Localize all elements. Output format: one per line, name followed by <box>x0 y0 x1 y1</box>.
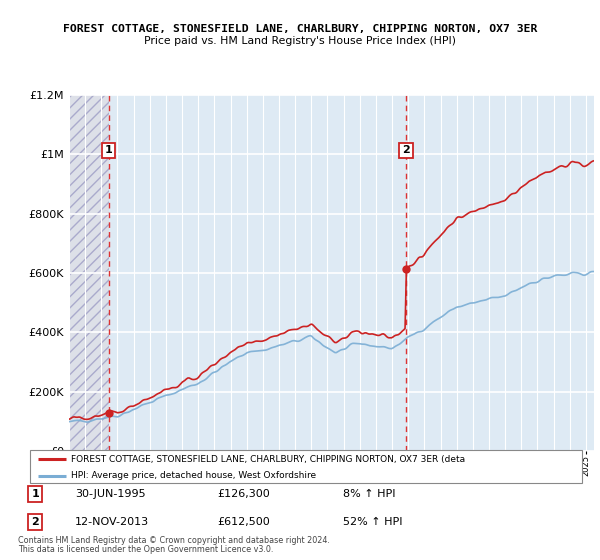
Text: 1: 1 <box>31 489 39 499</box>
Text: 1: 1 <box>105 145 113 155</box>
Text: 8% ↑ HPI: 8% ↑ HPI <box>343 489 395 499</box>
Text: Price paid vs. HM Land Registry's House Price Index (HPI): Price paid vs. HM Land Registry's House … <box>144 36 456 46</box>
Text: FOREST COTTAGE, STONESFIELD LANE, CHARLBURY, CHIPPING NORTON, OX7 3ER: FOREST COTTAGE, STONESFIELD LANE, CHARLB… <box>63 24 537 34</box>
Text: FOREST COTTAGE, STONESFIELD LANE, CHARLBURY, CHIPPING NORTON, OX7 3ER (deta: FOREST COTTAGE, STONESFIELD LANE, CHARLB… <box>71 455 466 464</box>
Text: 52% ↑ HPI: 52% ↑ HPI <box>343 517 403 527</box>
Text: Contains HM Land Registry data © Crown copyright and database right 2024.: Contains HM Land Registry data © Crown c… <box>18 536 330 545</box>
Text: £612,500: £612,500 <box>218 517 270 527</box>
Text: 2: 2 <box>402 145 410 155</box>
Text: 30-JUN-1995: 30-JUN-1995 <box>75 489 146 499</box>
FancyBboxPatch shape <box>30 450 582 483</box>
Text: 12-NOV-2013: 12-NOV-2013 <box>75 517 149 527</box>
Text: This data is licensed under the Open Government Licence v3.0.: This data is licensed under the Open Gov… <box>18 545 274 554</box>
Bar <box>69 95 109 451</box>
Text: 2: 2 <box>31 517 39 527</box>
Text: HPI: Average price, detached house, West Oxfordshire: HPI: Average price, detached house, West… <box>71 471 317 480</box>
Text: £126,300: £126,300 <box>218 489 270 499</box>
